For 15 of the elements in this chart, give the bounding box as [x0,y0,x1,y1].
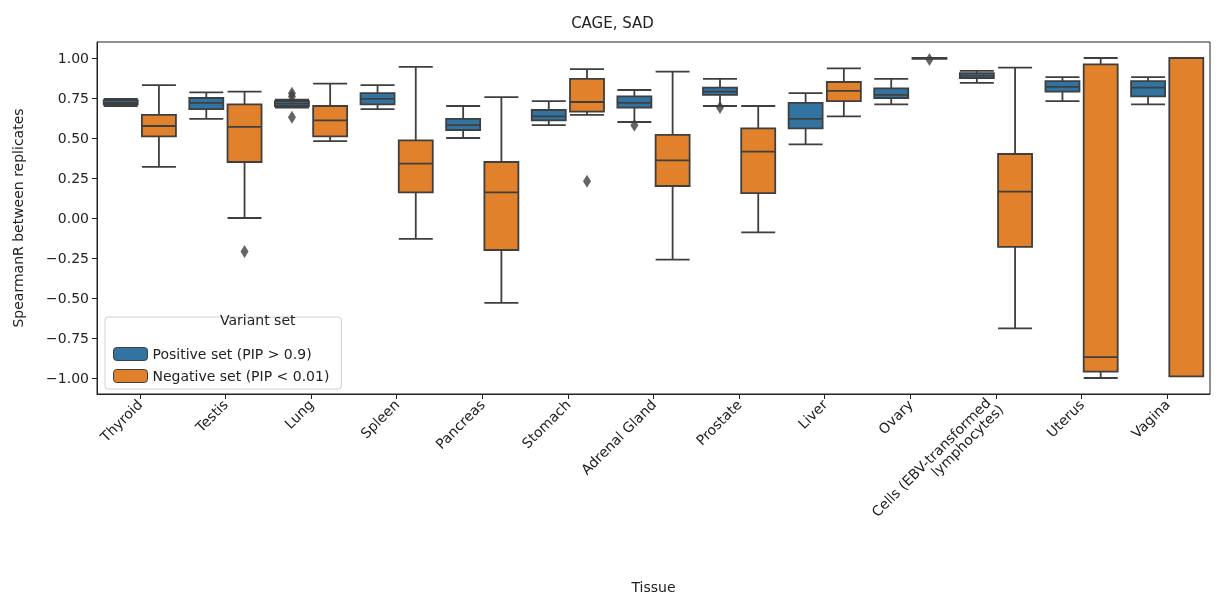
y-tick-label: 0.75 [57,90,89,106]
legend-label: Positive set (PIP > 0.9) [152,346,312,362]
y-tick-label: 0.50 [57,130,89,146]
chart-title: CAGE, SAD [571,13,654,32]
legend-label: Negative set (PIP < 0.01) [152,368,330,384]
y-tick-label: −1.00 [46,370,89,386]
y-tick-label: 0.25 [57,170,89,186]
y-axis-title: SpearmanR between replicates [10,108,26,328]
y-tick-label: −0.75 [46,330,89,346]
legend-title: Variant set [220,312,297,328]
x-axis-title: Tissue [630,579,676,595]
y-tick-label: −0.25 [46,250,89,266]
y-tick-label: 0.00 [57,210,89,226]
y-tick-label: −0.50 [46,290,89,306]
y-tick-label: 1.00 [57,50,89,66]
